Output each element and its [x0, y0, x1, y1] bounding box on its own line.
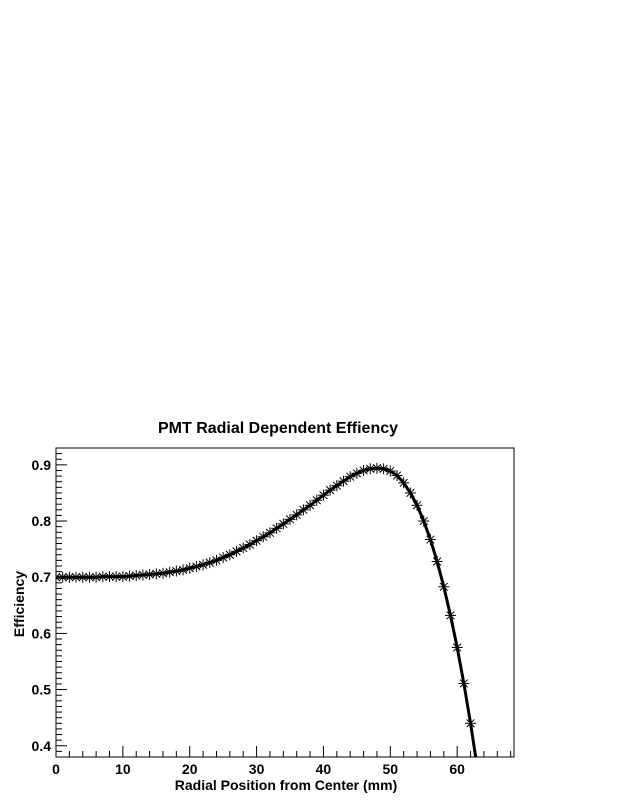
data-point-marker: [404, 487, 416, 499]
data-point-marker: [458, 677, 470, 689]
y-tick-label: 0.9: [32, 457, 52, 473]
data-point-marker: [465, 717, 477, 729]
x-tick-label: 60: [449, 761, 465, 777]
plot-frame: [55, 447, 515, 758]
data-point-marker: [351, 467, 363, 479]
data-point-marker: [444, 609, 456, 621]
x-axis-label: Radial Position from Center (mm): [175, 777, 397, 793]
data-point-marker: [297, 504, 309, 516]
data-point-marker: [117, 571, 129, 583]
data-point-marker: [424, 534, 436, 546]
data-point-marker: [472, 762, 483, 773]
data-point-marker: [103, 571, 115, 583]
data-point-marker: [284, 513, 296, 525]
data-point-marker: [358, 464, 370, 476]
data-point-marker: [271, 522, 283, 534]
data-point-marker: [398, 477, 410, 489]
y-axis-ticks: [56, 447, 67, 758]
data-point-marker: [257, 531, 269, 543]
data-point-marker: [224, 549, 236, 561]
data-point-marker: [70, 571, 82, 583]
data-point-marker: [251, 535, 263, 547]
y-axis-label: Efficiency: [11, 571, 27, 637]
data-point-marker: [378, 463, 390, 475]
x-axis-tick-labels: 0 10 20 30 40 50 60: [52, 761, 465, 777]
data-point-marker: [97, 571, 109, 583]
y-tick-label: 0.6: [32, 625, 52, 641]
data-point-marker: [264, 527, 276, 539]
data-point-marker: [391, 470, 403, 482]
y-tick-label: 0.8: [32, 513, 52, 529]
x-tick-label: 40: [316, 761, 332, 777]
x-tick-label: 20: [182, 761, 198, 777]
x-tick-label: 30: [249, 761, 265, 777]
y-tick-label: 0.4: [32, 738, 52, 754]
data-point-marker: [184, 562, 196, 574]
data-point-marker: [371, 462, 383, 474]
chart-title: PMT Radial Dependent Effiency: [158, 420, 398, 437]
data-point-marker: [144, 568, 156, 580]
y-axis-tick-labels: 0.4 0.5 0.6 0.7 0.8 0.9: [32, 457, 52, 754]
data-point-marker: [177, 564, 189, 576]
x-tick-label: 10: [115, 761, 131, 777]
data-point-marker: [304, 499, 316, 511]
data-point-marker: [190, 561, 202, 573]
x-tick-label: 0: [52, 761, 60, 777]
y-tick-label: 0.5: [32, 682, 52, 698]
data-point-marker: [418, 515, 430, 527]
data-point-marker: [137, 569, 149, 581]
data-point-marker: [244, 539, 256, 551]
data-point-marker: [384, 465, 396, 477]
data-point-marker: [317, 489, 329, 501]
data-point-marker: [164, 566, 176, 578]
data-point-marker: [338, 475, 350, 487]
data-point-marker: [431, 555, 443, 567]
data-point-marker: [277, 518, 289, 530]
y-tick-label: 0.7: [32, 569, 52, 585]
data-point-marker: [170, 565, 182, 577]
x-tick-label: 50: [383, 761, 399, 777]
data-point-marker: [150, 568, 162, 580]
data-point-marker: [438, 581, 450, 593]
data-point-marker: [291, 509, 303, 521]
series-markers: [56, 462, 483, 773]
data-point-marker: [130, 570, 142, 582]
data-point-marker: [124, 570, 136, 582]
data-point-marker: [331, 480, 343, 492]
data-point-marker: [90, 571, 102, 583]
data-point-marker: [364, 463, 376, 475]
data-point-marker: [217, 552, 229, 564]
data-point-marker: [451, 641, 463, 653]
data-point-marker: [324, 484, 336, 496]
x-axis-ticks: [55, 746, 512, 757]
data-point-marker: [157, 567, 169, 579]
data-point-marker: [311, 494, 323, 506]
series-line: [56, 466, 478, 757]
data-point-marker: [411, 499, 423, 511]
